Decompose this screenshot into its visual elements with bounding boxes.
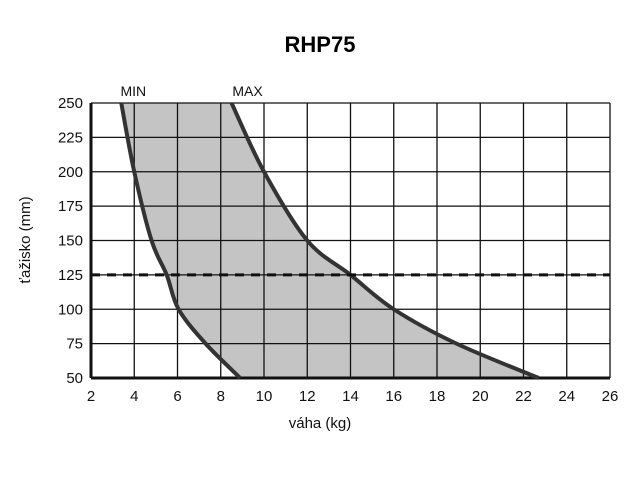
series-label-max: MAX <box>232 83 263 99</box>
tick-labels: 2 4 6 8 10 12 14 16 18 20 22 24 26507510012515017520… <box>58 95 618 405</box>
y-tick-label: 225 <box>58 129 83 146</box>
curves <box>91 102 610 380</box>
x-tick-label: 26 <box>602 388 619 405</box>
y-tick-label: 100 <box>58 301 83 318</box>
x-tick-label: 14 <box>342 388 359 405</box>
x-tick-label: 6 <box>173 388 181 405</box>
y-tick-label: 75 <box>66 336 83 353</box>
x-tick-label: 22 <box>515 388 532 405</box>
x-tick-label: 10 <box>256 388 273 405</box>
y-tick-label: 250 <box>58 95 83 112</box>
y-tick-label: 50 <box>66 370 83 387</box>
x-tick-label: 18 <box>429 388 446 405</box>
x-tick-label: 12 <box>299 388 316 405</box>
chart-title: RHP75 <box>285 32 356 57</box>
x-tick-label: 16 <box>385 388 402 405</box>
x-axis-label: váha (kg) <box>289 415 352 432</box>
x-tick-label: 4 <box>130 388 138 405</box>
x-tick-label: 2 <box>87 388 95 405</box>
series-label-min: MIN <box>120 83 146 99</box>
x-tick-label: 20 <box>472 388 489 405</box>
y-tick-label: 150 <box>58 233 83 250</box>
x-tick-label: 24 <box>558 388 575 405</box>
x-tick-label: 8 <box>217 388 225 405</box>
y-axis-label: ťažisko (mm) <box>17 196 34 283</box>
series-line-min <box>119 102 242 380</box>
y-tick-label: 175 <box>58 198 83 215</box>
y-tick-label: 125 <box>58 267 83 284</box>
y-tick-label: 200 <box>58 164 83 181</box>
